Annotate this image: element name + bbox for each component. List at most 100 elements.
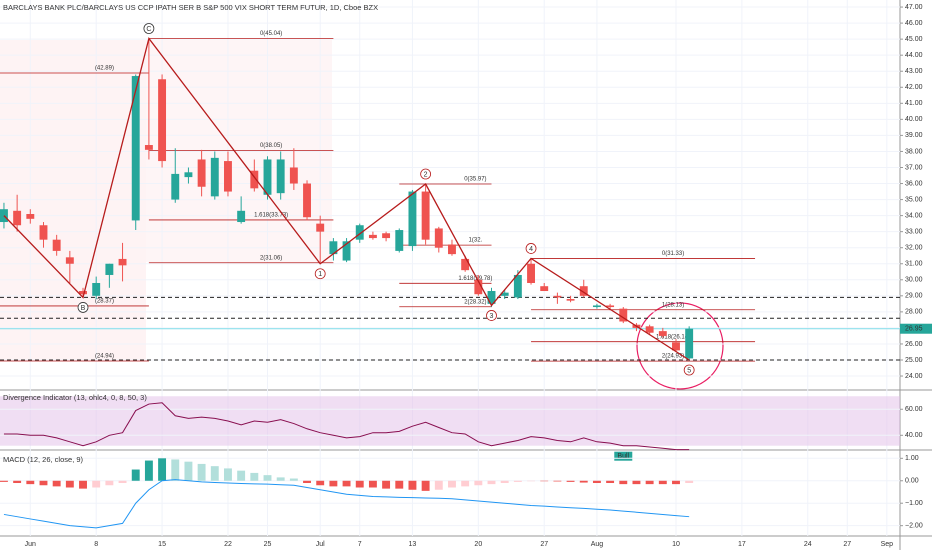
wave-label: 5 (687, 367, 691, 374)
fib-label: 0(45.04) (260, 31, 282, 37)
last-price-label: 26.95 (905, 326, 923, 333)
wave-label: C (146, 26, 151, 33)
histogram-bar (645, 480, 654, 485)
fib-label: (42.89) (95, 66, 114, 72)
candle-body (303, 183, 311, 218)
fib-zone (0, 40, 146, 361)
y-tick-label: 40.00 (905, 432, 923, 439)
y-tick-label: 40.00 (905, 116, 923, 123)
histogram-bar (0, 480, 8, 482)
x-tick-label: Jun (25, 541, 36, 548)
candle-body (131, 76, 140, 221)
x-tick-label: 13 (409, 541, 417, 548)
candle-body (658, 331, 667, 336)
histogram-bar (329, 480, 338, 487)
histogram-bar (197, 463, 206, 481)
candle-body (579, 286, 588, 296)
y-tick-label: 24.00 (905, 373, 923, 380)
indicator-line (3, 402, 690, 451)
fib-label: 1.618(33.73) (254, 213, 288, 219)
candle-body (289, 167, 298, 184)
wave-label: 2 (424, 171, 428, 178)
fib-label: 2(28.32) (464, 299, 486, 305)
candle-body (237, 210, 246, 223)
y-tick-label: 46.00 (905, 20, 923, 27)
y-tick-label: 28.00 (905, 309, 923, 316)
wave-label: B (81, 305, 86, 312)
histogram-bar (237, 470, 246, 481)
candle-body (382, 233, 391, 239)
wave-label: 3 (490, 313, 494, 320)
y-tick-label: 35.00 (905, 196, 923, 203)
histogram-bar (500, 480, 509, 484)
candle-body (368, 234, 377, 239)
histogram-bar (316, 480, 325, 486)
histogram-bar (26, 480, 35, 485)
candle-body (224, 161, 232, 192)
y-tick-label: 33.00 (905, 229, 923, 236)
x-tick-label: Jul (316, 541, 325, 548)
histogram-bar (632, 480, 641, 485)
histogram-bar (395, 480, 404, 489)
histogram-bar (487, 480, 496, 485)
wave-marker (314, 268, 326, 280)
x-tick-label: 20 (474, 541, 482, 548)
candle-body (171, 173, 180, 200)
y-tick-label: 60.00 (905, 406, 923, 413)
indicator-title: Divergence Indicator (13, ohlc4, 0, 8, 5… (3, 393, 147, 402)
histogram-bar (224, 468, 232, 481)
histogram-bar (92, 480, 101, 488)
histogram-bar (619, 480, 628, 485)
macd-line (3, 479, 690, 529)
y-tick-label: 26.00 (905, 341, 923, 348)
candle-body (184, 172, 193, 178)
candle-body (408, 191, 417, 247)
y-tick-label: −1.00 (905, 500, 923, 507)
candle-body (39, 225, 48, 240)
candle-body (52, 239, 61, 251)
candle-body (118, 258, 127, 266)
histogram-bar (52, 480, 61, 487)
histogram-bar (131, 469, 140, 481)
x-tick-label: Sep (881, 541, 894, 548)
fib-label: (28.37) (95, 299, 114, 305)
y-tick-label: 32.00 (905, 245, 923, 252)
histogram-bar (65, 480, 74, 488)
wave-marker (77, 302, 89, 313)
histogram-bar (368, 480, 377, 488)
fib-label: 0(35.97) (464, 177, 486, 183)
x-tick-label: 27 (843, 541, 851, 548)
highlight-circle (636, 302, 724, 390)
candle-body (316, 223, 325, 232)
x-tick-label: 27 (540, 541, 548, 548)
histogram-bar (461, 480, 470, 487)
fib-label: 1(28.13) (662, 302, 684, 308)
candle-body (355, 225, 364, 240)
fib-label: 0(31.33) (662, 251, 684, 257)
histogram-bar (606, 480, 615, 484)
histogram-bar (566, 480, 575, 482)
histogram-bar (355, 480, 364, 488)
candle-body (250, 170, 259, 189)
y-tick-label: 36.00 (905, 180, 923, 187)
fib-label: 0(38.05) (260, 143, 282, 149)
candle-body (65, 257, 74, 264)
x-tick-label: 24 (804, 541, 812, 548)
histogram-bar (13, 480, 22, 484)
y-tick-label: 44.00 (905, 52, 923, 59)
wave-label: 4 (529, 246, 533, 253)
candle-body (461, 258, 470, 271)
y-tick-label: 41.00 (905, 100, 923, 107)
x-tick-label: 22 (224, 541, 232, 548)
candle-body (276, 159, 285, 194)
wave-marker (525, 243, 537, 254)
candle-body (448, 244, 456, 255)
indicator-title: MACD (12, 26, close, 9) (3, 455, 84, 464)
histogram-bar (289, 478, 298, 481)
histogram-bar (579, 480, 588, 483)
histogram-bar (118, 480, 127, 484)
histogram-bar (105, 480, 114, 486)
candle-body (263, 159, 272, 195)
histogram-bar (79, 480, 87, 489)
